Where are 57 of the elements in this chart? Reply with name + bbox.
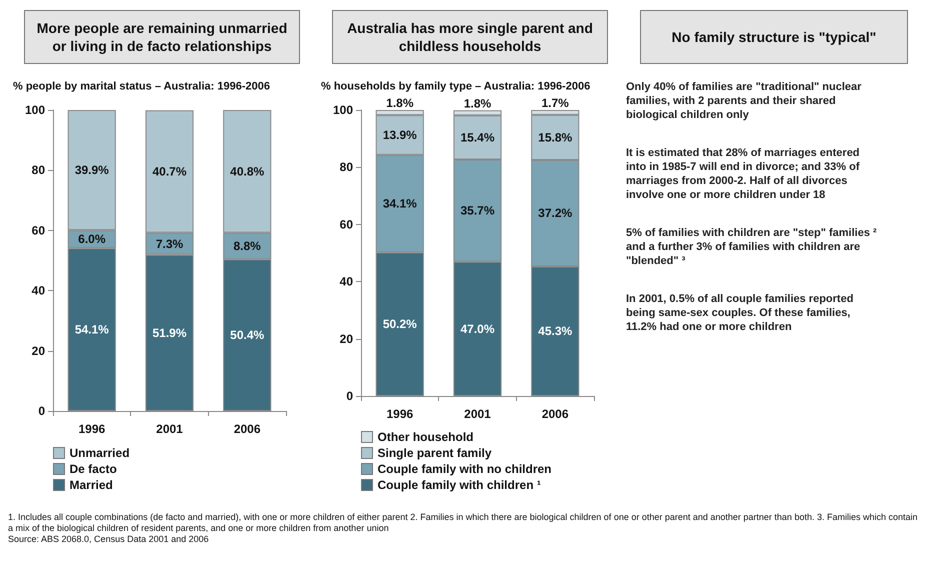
text: 1. Includes all couple combinations (de facto and married), with one or more children of either parent 2. Families in which there are biological children of one or other parent and another partner than both. 3. Families which contain a mix of the biological children of resident parents, and one or more children from another union	[8, 512, 919, 534]
data-label: 50.4%	[230, 328, 265, 342]
data-label: 47.0%	[460, 322, 495, 336]
chart-subtitle: % households by family type – Australia: 1996-2006	[321, 80, 590, 92]
data-label: 35.7%	[460, 204, 495, 218]
data-label: 45.3%	[538, 324, 573, 338]
data-label: 40.8%	[230, 164, 265, 178]
legend-label: De facto	[70, 462, 117, 476]
data-label: 51.9%	[152, 326, 187, 340]
data-label: 6.0%	[78, 232, 106, 246]
data-label: 13.9%	[382, 128, 418, 142]
source-note: Source: ABS 2068.0, Census Data 2001 and 2006	[8, 534, 210, 545]
text: 5% of families with children are "step" families ² and a further 3% of families with children are "blended" ³	[626, 226, 878, 268]
y-tick-label: 80	[32, 163, 46, 178]
data-label: 15.4%	[460, 130, 495, 144]
y-tick-label: 20	[32, 344, 46, 358]
y-tick-label: 60	[340, 217, 354, 232]
data-label: 54.1%	[74, 322, 110, 337]
text: In 2001, 0.5% of all couple families reported being same-sex couples. Of these families, 11.2% had one or more children	[626, 292, 854, 334]
y-tick-label: 20	[340, 332, 354, 346]
legend-label: Married	[70, 478, 113, 492]
legend-label: Couple family with no children	[378, 462, 552, 476]
legend-label: Couple family with children ¹	[378, 478, 541, 492]
x-tick-label: 2001	[464, 407, 492, 421]
y-tick-label: 40	[32, 284, 46, 298]
y-tick-label: 80	[340, 160, 354, 174]
x-tick-label: 1996	[386, 407, 414, 421]
y-tick-label: 60	[32, 223, 46, 238]
data-label: 34.1%	[382, 196, 418, 211]
chart-subtitle: % people by marital status – Australia: 1996-2006	[13, 80, 270, 92]
data-label: 15.8%	[538, 130, 573, 144]
x-tick-label: 2006	[542, 407, 569, 421]
x-tick-label: 2006	[234, 422, 261, 436]
data-label: 39.9%	[74, 163, 110, 178]
y-tick-label: 0	[38, 404, 46, 418]
legend-label: Other household	[378, 430, 474, 444]
legend-label: Single parent family	[378, 446, 492, 460]
chart-title: More people are remaining unmarried or living in de facto relationships	[24, 10, 300, 64]
chart-title: Australia has more single parent and childless households	[332, 10, 608, 64]
y-tick-label: 100	[24, 103, 46, 117]
legend-label: Unmarried	[70, 446, 130, 460]
data-label: 8.8%	[233, 239, 262, 254]
data-label: 7.3%	[156, 236, 184, 251]
text: It is estimated that 28% of marriages entered into in 1985-7 will end in divorce; and 33% of marriages from 2000-2. Half of all divorces involve one or more children under 18	[626, 146, 861, 202]
data-label: 1.8%	[386, 96, 414, 110]
y-tick-label: 40	[340, 274, 354, 289]
data-label: 1.7%	[541, 96, 570, 110]
text: No family structure is "typical"	[640, 10, 908, 64]
data-label: 50.2%	[382, 317, 418, 332]
y-tick-label: 100	[332, 103, 354, 117]
data-label: 37.2%	[538, 206, 573, 220]
data-label: 1.8%	[464, 96, 492, 110]
x-tick-label: 1996	[78, 422, 106, 436]
y-tick-label: 0	[346, 389, 354, 403]
x-tick-label: 2001	[156, 422, 184, 436]
text: Only 40% of families are "traditional" nuclear families, with 2 parents and their shared biological children only	[626, 80, 862, 122]
data-label: 40.7%	[152, 164, 187, 179]
